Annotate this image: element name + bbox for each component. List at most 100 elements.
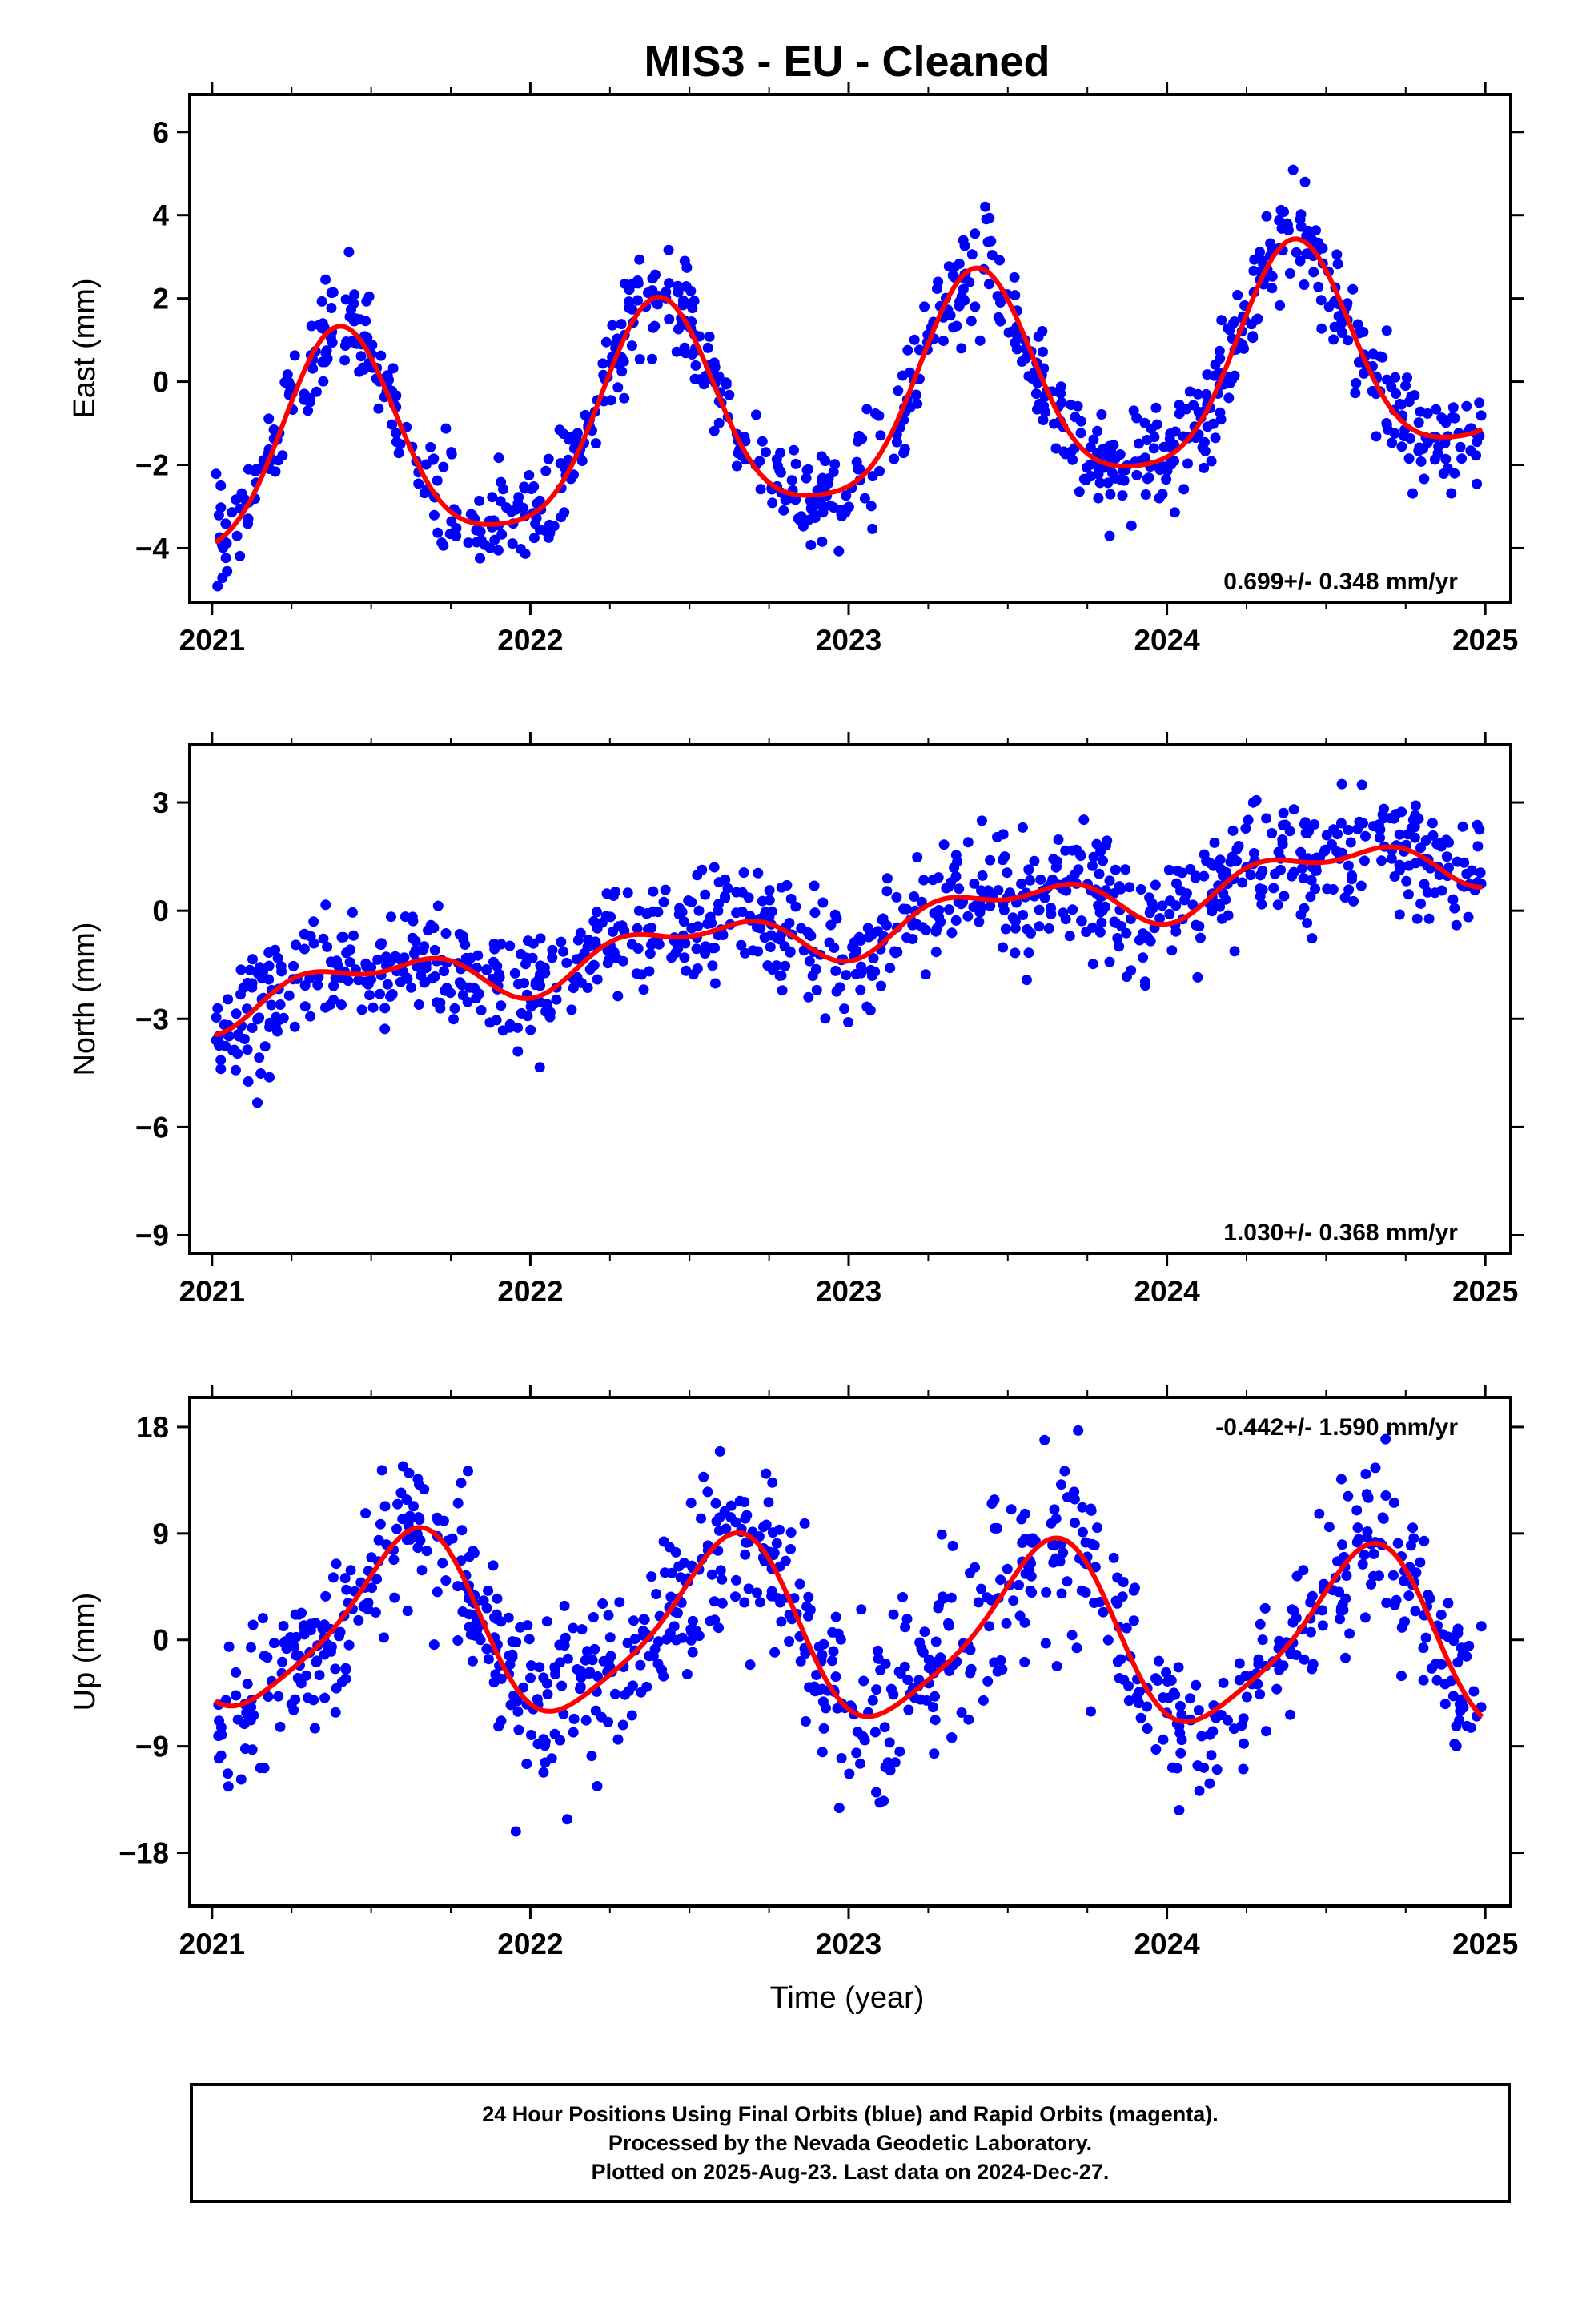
north-data-point (429, 971, 440, 982)
east-data-point (1093, 493, 1104, 504)
north-data-point (1170, 900, 1182, 911)
east-data-point (1033, 331, 1044, 342)
up-data-point (481, 1602, 492, 1614)
north-data-point (949, 862, 960, 873)
up-data-point (1239, 1738, 1249, 1749)
east-data-point (1274, 215, 1285, 226)
up-data-point (1285, 1709, 1295, 1720)
east-data-point (1011, 344, 1022, 355)
north-data-point (985, 900, 996, 911)
east-data-point (1092, 425, 1103, 436)
up-data-point (1002, 1563, 1013, 1574)
up-data-point (851, 1747, 862, 1759)
east-data-point (1432, 448, 1443, 459)
north-data-point (760, 907, 771, 918)
east-data-point (235, 550, 246, 561)
up-data-point (605, 1651, 616, 1662)
up-data-point (710, 1498, 721, 1509)
east-data-point (805, 540, 817, 550)
north-data-point (1457, 821, 1468, 832)
north-data-point (1058, 907, 1069, 919)
up-data-point (1443, 1598, 1454, 1609)
east-data-point (1114, 449, 1126, 460)
east-data-point (778, 505, 789, 516)
up-data-point (1335, 1614, 1345, 1625)
up-data-point (693, 1630, 705, 1642)
east-data-point (224, 613, 235, 623)
north-data-point (901, 932, 913, 943)
north-data-point (429, 944, 440, 955)
east-data-point (1446, 488, 1457, 499)
east-data-point (1255, 247, 1265, 258)
north-data-point (713, 877, 725, 888)
north-data-point (432, 900, 444, 911)
up-data-point (542, 1689, 553, 1699)
up-data-point (1142, 1723, 1153, 1734)
up-data-point (396, 1487, 407, 1498)
north-data-point (299, 943, 310, 955)
up-data-point (1455, 1706, 1466, 1717)
north-data-point (1375, 824, 1386, 835)
north-data-point (1073, 864, 1084, 875)
up-data-point (464, 1622, 475, 1633)
north-data-point (367, 1002, 379, 1013)
east-data-point (1094, 477, 1106, 489)
east-data-point (432, 527, 444, 538)
up-data-point (367, 1582, 377, 1594)
east-data-point (1249, 254, 1260, 265)
north-data-point (1403, 889, 1414, 900)
north-data-point (561, 957, 572, 968)
up-data-point (1240, 1671, 1251, 1682)
up-data-point (713, 1622, 724, 1634)
east-data-point (889, 453, 900, 464)
up-data-point (235, 1774, 247, 1785)
east-data-point (980, 201, 991, 212)
north-data-point (320, 1002, 331, 1013)
up-data-point (1317, 1605, 1328, 1616)
north-data-point (386, 911, 396, 923)
east-data-point (1181, 404, 1192, 415)
up-data-point (292, 1672, 303, 1683)
north-data-point (488, 956, 499, 967)
north-data-point (962, 911, 974, 922)
up-data-point (1086, 1706, 1096, 1717)
up-data-point (1142, 1701, 1153, 1712)
up-data-point (801, 1601, 813, 1612)
up-data-point (366, 1552, 377, 1563)
up-data-point (698, 1471, 709, 1482)
east-data-point (1108, 440, 1119, 451)
footer-line-processed: Processed by the Nevada Geodetic Laborat… (608, 2131, 1093, 2155)
north-data-point (1121, 971, 1132, 983)
east-data-point (558, 428, 569, 440)
north-data-point (1327, 884, 1339, 895)
north-data-point (457, 931, 468, 942)
north-data-point (1121, 927, 1132, 939)
up-data-point (711, 1516, 722, 1527)
up-y-axis-label: Up (mm) (68, 1593, 102, 1711)
up-data-point (930, 1636, 942, 1647)
up-data-point (273, 1691, 284, 1702)
up-data-point (1135, 1712, 1146, 1723)
north-xtick-label: 2023 (816, 1275, 881, 1308)
north-data-point (231, 1064, 241, 1076)
north-data-point (1229, 946, 1240, 957)
up-data-point (603, 1716, 613, 1727)
up-data-point (508, 1690, 520, 1701)
east-data-point (713, 417, 725, 428)
north-data-point (1248, 848, 1259, 858)
up-data-point (513, 1724, 524, 1735)
east-data-point (299, 394, 310, 405)
up-data-point (262, 1652, 273, 1663)
up-data-point (893, 1666, 905, 1677)
north-data-point (308, 938, 319, 949)
north-data-point (1215, 854, 1226, 866)
east-data-point (1066, 400, 1077, 410)
up-data-point (584, 1668, 595, 1679)
up-data-point (278, 1621, 289, 1631)
north-data-point (1135, 884, 1146, 895)
north-data-point (584, 964, 596, 975)
north-data-point (1305, 891, 1316, 903)
east-data-point (484, 542, 496, 553)
up-data-point (878, 1795, 889, 1807)
east-data-point (1359, 368, 1369, 379)
